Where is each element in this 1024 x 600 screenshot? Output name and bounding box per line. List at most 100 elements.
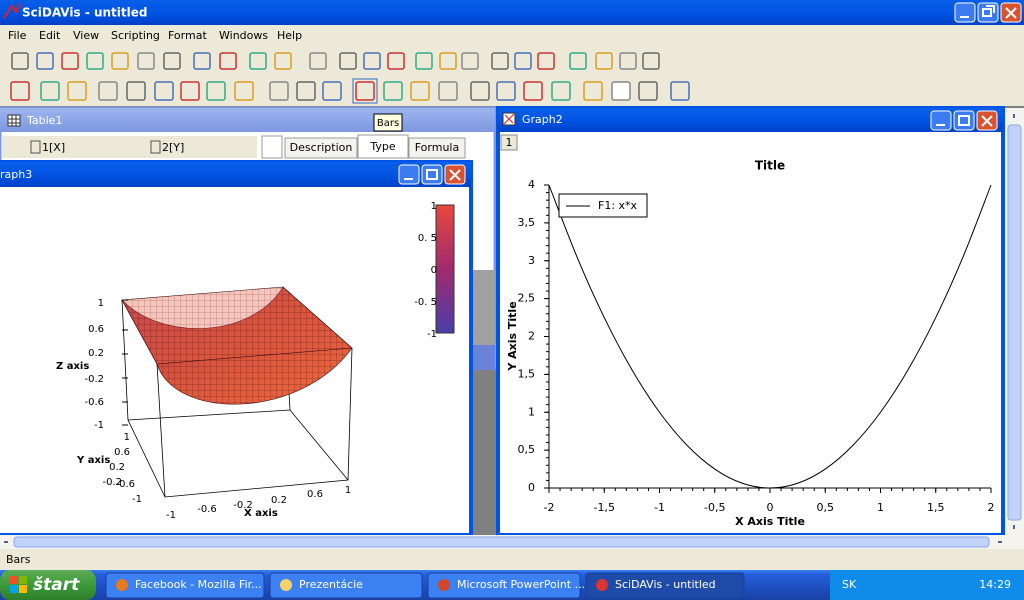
task-button[interactable] [269,572,423,599]
toolbar-area [0,25,1024,106]
tool-button[interactable] [551,81,571,101]
task-button[interactable] [427,572,581,599]
task-button[interactable] [585,572,745,599]
tab-label: Type [369,140,395,153]
task-icon [116,579,128,591]
task-label: Facebook - Mozilla Fir... [135,578,262,591]
tool-button[interactable] [595,52,613,70]
tool-button[interactable] [36,52,54,70]
menu-item[interactable]: Edit [39,29,61,42]
tool-button[interactable] [438,81,458,101]
task-icon [596,579,608,591]
tool-button[interactable] [670,81,690,101]
tool-button[interactable] [569,52,587,70]
tool-button[interactable] [269,81,289,101]
tool-button[interactable] [249,52,267,70]
tool-button[interactable] [363,52,381,70]
y-tick-label: -1 [132,494,142,505]
x-axis-label: X axis [244,508,278,519]
tool-button[interactable] [339,52,357,70]
menu-item[interactable]: Windows [219,29,268,42]
tool-button[interactable] [98,81,118,101]
tool-button[interactable] [296,81,316,101]
tool-button[interactable] [537,52,555,70]
tool-button[interactable] [234,81,254,101]
tool-button[interactable] [193,52,211,70]
tool-button[interactable] [583,81,603,101]
tool-button[interactable] [322,81,342,101]
tab[interactable] [357,134,409,159]
x-tick-label: 0,5 [817,501,835,514]
x-tick-label: -1,5 [594,501,615,514]
x-tick-label: 0 [767,501,774,514]
tab-label: Description [290,141,353,154]
scrollbars [0,108,1024,549]
y-tick-label: 0,5 [518,443,536,456]
tool-button[interactable] [126,81,146,101]
start-label: štart [33,575,80,595]
status-text: Bars [6,553,31,566]
minimize[interactable] [954,2,976,23]
tool-button[interactable] [491,52,509,70]
tool-button[interactable] [496,81,516,101]
tool-button[interactable] [67,81,87,101]
tool-button[interactable] [61,52,79,70]
tool-button[interactable] [40,81,60,101]
y-tick-label: -0.6 [115,479,135,490]
tool-button[interactable] [611,81,631,101]
app-icon [3,3,21,19]
layer-button[interactable] [500,134,518,151]
tool-button[interactable] [111,52,129,70]
tool-button[interactable] [638,81,658,101]
y-tick-label: 1 [124,432,130,443]
x-tick-label: -0,5 [704,501,725,514]
menu-item[interactable]: Format [168,29,207,42]
task-buttons: Facebook - Mozilla Fir... Prezentácie Micr… [105,572,745,599]
tab[interactable] [284,137,358,159]
z-tick-label: 1 [98,298,104,309]
z-axis-label: Z axis [56,361,89,372]
layer-label: 1 [506,136,513,149]
tool-button[interactable] [219,52,237,70]
menu-item[interactable]: Help [277,29,302,42]
tool-button[interactable] [461,52,479,70]
tab-label: Formula [415,141,459,154]
x-tick-label: 0.2 [271,495,287,506]
tool-button[interactable] [274,52,292,70]
tool-button[interactable] [439,52,457,70]
graph2-title: Graph2 [522,113,563,126]
y-tick-label: 4 [528,178,535,191]
tool-button[interactable] [619,52,637,70]
tool-button[interactable] [523,81,543,101]
tool-button[interactable] [355,81,375,101]
menu-item[interactable]: Scripting [111,29,160,42]
tool-button[interactable] [383,81,403,101]
x-tick-label: -1 [654,501,665,514]
x-tick-label: 1 [877,501,884,514]
tool-button[interactable] [514,52,532,70]
tool-button[interactable] [410,81,430,101]
task-button[interactable] [105,572,265,599]
tool-button[interactable] [415,52,433,70]
tool-button[interactable] [309,52,327,70]
menu-item[interactable]: File [8,29,27,42]
tool-button[interactable] [180,81,200,101]
x-tick-label: -0.6 [197,504,217,515]
tool-button[interactable] [163,52,181,70]
colorbar-tick-label: 0. 5 [418,233,437,244]
tool-button[interactable] [642,52,660,70]
tool-button[interactable] [11,52,29,70]
tool-button[interactable] [154,81,174,101]
tool-button[interactable] [10,81,30,101]
colorbar-tick-label: 0 [431,265,437,276]
menu-item[interactable]: View [73,29,99,42]
tab[interactable] [408,137,466,159]
tool-button[interactable] [86,52,104,70]
tool-button[interactable] [137,52,155,70]
tool-button[interactable] [206,81,226,101]
tool-button[interactable] [387,52,405,70]
task-label: Microsoft PowerPoint ... [457,578,585,591]
tool-button[interactable] [470,81,490,101]
menu-bar: File Edit View Scripting Format Windows Help [8,29,302,42]
